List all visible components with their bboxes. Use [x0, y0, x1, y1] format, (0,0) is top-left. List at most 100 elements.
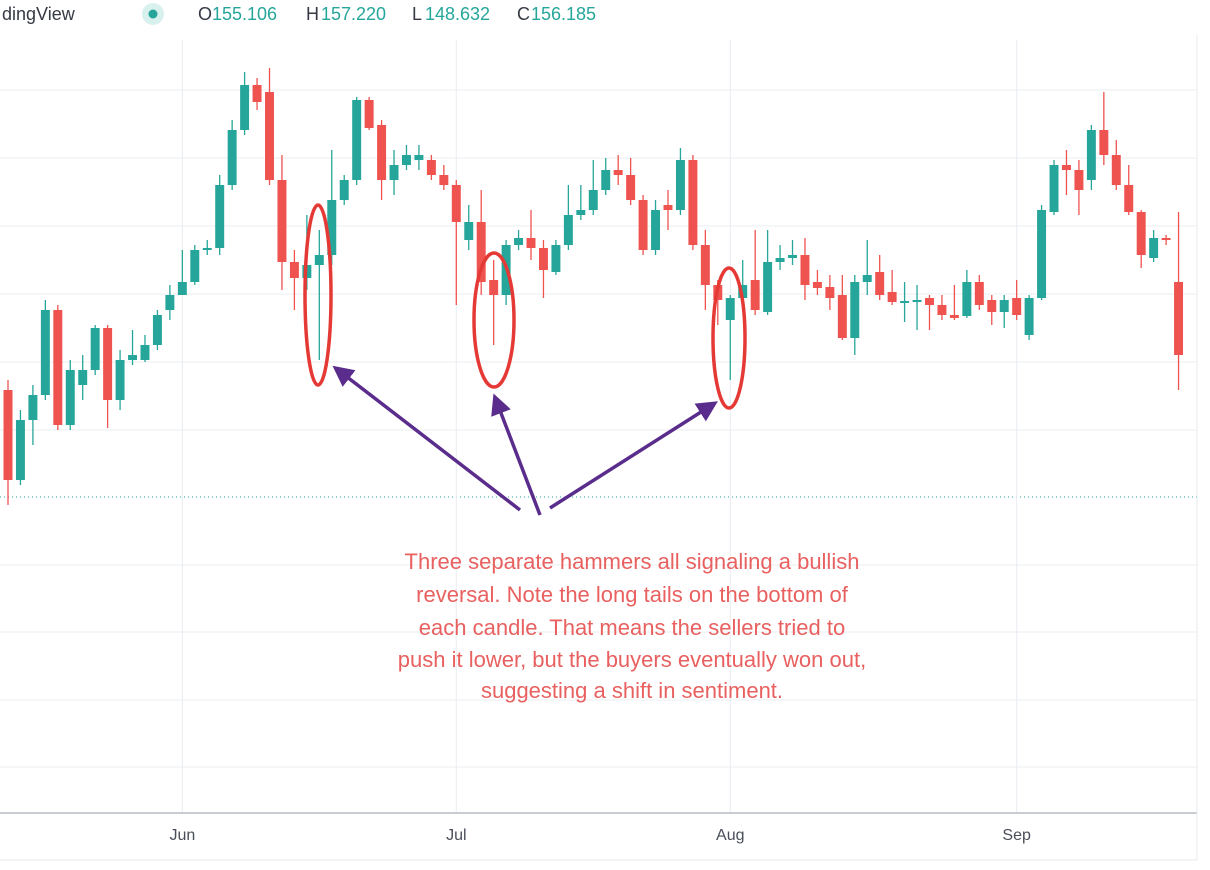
annotation-text: Three separate hammers all signaling a b… [398, 549, 866, 703]
candle-body [1086, 130, 1096, 180]
candle-body [526, 238, 536, 248]
candle-body [626, 175, 636, 200]
arrow [549, 401, 718, 510]
candle-body [451, 185, 461, 222]
candle-body [240, 85, 250, 130]
candle-body [389, 165, 399, 180]
candle-body [974, 282, 984, 305]
ohlc-label: H [306, 4, 319, 24]
candle-body [725, 298, 735, 320]
highlight-ellipse [711, 266, 747, 410]
candle-body [763, 262, 773, 312]
candle-body [40, 310, 50, 395]
candle-body [103, 328, 113, 400]
candle-body [1149, 238, 1159, 258]
candle-body [314, 255, 324, 265]
candle-body [414, 155, 424, 160]
header: dingView O 155.106 H 157.220 L 148.632 C… [0, 0, 620, 32]
candle-body [987, 300, 997, 312]
annotation-line: each candle. That means the sellers trie… [419, 615, 845, 640]
candle-body [78, 370, 88, 385]
candle-body [402, 155, 411, 165]
candle-body [700, 245, 710, 285]
candle-body [651, 210, 661, 250]
candle-body [3, 390, 13, 480]
candle-body [999, 300, 1009, 312]
candle-body [53, 310, 63, 425]
candle-body [364, 100, 374, 128]
candle-body [949, 315, 959, 318]
candle-body [377, 125, 387, 180]
candle-body [15, 420, 25, 480]
x-tick-label: Sep [1002, 827, 1031, 844]
ohlc-value: 157.220 [321, 4, 386, 24]
candle-body [912, 300, 922, 302]
plot: Jun Jul Aug Sep [0, 35, 1198, 861]
candle-body [1024, 298, 1034, 335]
candle-body [190, 250, 200, 282]
candle-body [837, 295, 847, 338]
arrow [332, 365, 522, 512]
candle-body [638, 200, 648, 250]
candle-body [788, 255, 797, 258]
candle-body [1061, 165, 1071, 170]
candle-body [352, 100, 362, 180]
candle-body [252, 85, 262, 102]
candle-body [663, 205, 673, 210]
candle-body [1037, 210, 1047, 298]
brand: dingView [2, 4, 76, 24]
candle-body [464, 222, 474, 240]
candle-body [202, 248, 212, 250]
annotation-line: reversal. Note the long tails on the bot… [416, 582, 849, 607]
candle-body [327, 200, 337, 255]
candle-body [115, 360, 125, 400]
candle-body [489, 280, 499, 295]
candle-body [140, 345, 150, 360]
x-tick-label: Jun [169, 827, 195, 844]
candle-body [1049, 165, 1059, 212]
candle-body [1099, 130, 1109, 155]
header-bg [0, 0, 620, 32]
candle-body [576, 210, 586, 215]
candle-body [688, 160, 698, 245]
candle-body [925, 298, 934, 305]
candle-body [538, 248, 548, 270]
candle-body [825, 287, 835, 298]
annotation-line: suggesting a shift in sentiment. [481, 678, 783, 703]
candle-body [601, 170, 611, 190]
candle-body [1174, 282, 1184, 355]
ohlc-label: O [198, 4, 212, 24]
candle-body [277, 180, 287, 262]
candle-body [439, 175, 449, 185]
ohlc-label: L [412, 4, 422, 24]
candle-body [588, 190, 598, 210]
candle-body [1111, 155, 1121, 185]
candle-body [750, 280, 760, 310]
annotation-line: push it lower, but the buyers eventually… [398, 647, 866, 672]
candle-body [339, 180, 349, 200]
candle-body [900, 301, 910, 303]
candle-body [215, 185, 225, 248]
candle-body [1161, 238, 1171, 240]
annotations [303, 203, 747, 516]
candle-body [551, 245, 561, 272]
candle-body [1124, 185, 1134, 212]
candle-body [426, 160, 436, 175]
ohlc-label: C [517, 4, 530, 24]
candle-body [775, 258, 785, 262]
candle-body [514, 238, 524, 245]
ohlc-value: 156.185 [531, 4, 596, 24]
candle-body [962, 282, 972, 316]
ohlc-value: 155.106 [212, 4, 277, 24]
candle-body [862, 275, 872, 282]
candle-body [675, 160, 685, 210]
candle-body [800, 255, 810, 285]
candle-body [152, 315, 162, 345]
arrow [491, 393, 542, 516]
x-tick-label: Jul [446, 827, 466, 844]
highlight-ellipse [303, 203, 333, 387]
candle-body [90, 328, 100, 370]
candle-body [65, 370, 75, 425]
candle-body [177, 282, 187, 295]
